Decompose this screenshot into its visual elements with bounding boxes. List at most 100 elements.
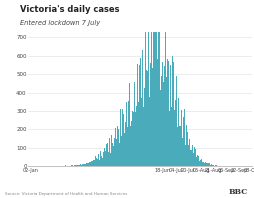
Bar <box>74 165 75 166</box>
Bar <box>146 78 147 166</box>
Bar <box>111 132 112 166</box>
Bar <box>95 156 96 166</box>
Bar <box>185 125 186 166</box>
Bar <box>135 112 136 166</box>
Bar <box>184 138 185 166</box>
Bar <box>120 109 121 166</box>
Bar <box>121 109 122 166</box>
Bar <box>148 97 149 166</box>
Bar <box>163 66 164 166</box>
Bar <box>200 159 201 166</box>
Bar <box>107 151 108 166</box>
Bar <box>150 0 151 166</box>
Bar <box>78 165 79 166</box>
Bar <box>158 5 159 166</box>
Bar <box>138 52 139 166</box>
Bar <box>93 160 94 166</box>
Bar <box>97 160 98 166</box>
Bar <box>80 165 81 166</box>
Bar <box>159 10 160 166</box>
Bar <box>85 163 86 166</box>
Bar <box>140 98 141 166</box>
Bar <box>161 2 162 166</box>
Bar <box>65 165 66 166</box>
Bar <box>119 115 120 166</box>
Bar <box>145 70 146 166</box>
Bar <box>144 88 145 166</box>
Bar <box>131 74 132 166</box>
Bar <box>112 143 113 166</box>
Bar <box>99 151 100 166</box>
Bar <box>156 59 157 166</box>
Bar <box>139 65 140 166</box>
Bar <box>147 71 148 166</box>
Bar <box>149 63 150 166</box>
Bar <box>203 160 204 166</box>
Bar <box>123 133 124 166</box>
Bar <box>190 150 191 166</box>
Bar <box>81 164 82 166</box>
Text: Source: Victoria Department of Health and Human Services: Source: Victoria Department of Health an… <box>5 192 127 196</box>
Bar <box>189 150 190 166</box>
Bar <box>191 145 192 166</box>
Bar <box>117 126 118 166</box>
Bar <box>176 127 177 166</box>
Bar <box>132 111 133 166</box>
Bar <box>172 62 173 166</box>
Bar <box>69 165 70 166</box>
Bar <box>170 107 171 166</box>
Bar <box>87 163 88 166</box>
Bar <box>199 160 200 166</box>
Bar <box>100 154 101 166</box>
Bar <box>192 145 193 166</box>
Bar <box>179 126 180 166</box>
Bar <box>151 16 152 166</box>
Bar <box>114 128 115 166</box>
Bar <box>174 100 175 166</box>
Bar <box>142 41 143 166</box>
Bar <box>133 82 134 166</box>
Bar <box>71 165 72 166</box>
Bar <box>187 145 188 166</box>
Bar <box>205 163 206 166</box>
Bar <box>178 126 179 166</box>
Bar <box>209 165 210 166</box>
Bar <box>197 156 198 166</box>
Bar <box>171 56 172 166</box>
Bar <box>137 102 138 166</box>
Bar <box>152 11 153 166</box>
Bar <box>167 61 168 166</box>
Bar <box>141 50 142 166</box>
Bar <box>195 157 196 166</box>
Bar <box>106 143 107 166</box>
Bar <box>104 156 105 166</box>
Bar <box>188 139 189 166</box>
Bar <box>169 88 170 166</box>
Bar <box>198 161 199 166</box>
Bar <box>125 102 126 166</box>
Bar <box>175 76 176 166</box>
Bar <box>79 165 80 166</box>
Bar <box>105 151 106 166</box>
Bar <box>86 163 87 166</box>
Bar <box>83 164 84 166</box>
Bar <box>153 0 154 166</box>
Bar <box>157 68 158 166</box>
Bar <box>72 165 73 166</box>
Bar <box>91 161 92 166</box>
Text: Entered lockdown 7 July: Entered lockdown 7 July <box>20 20 100 26</box>
Bar <box>128 101 129 166</box>
Bar <box>130 121 131 166</box>
Bar <box>194 149 195 166</box>
Bar <box>103 148 104 166</box>
Bar <box>101 156 102 166</box>
Text: BBC: BBC <box>227 188 246 196</box>
Bar <box>207 165 208 166</box>
Bar <box>208 163 209 166</box>
Bar <box>210 164 211 166</box>
Bar <box>76 165 77 166</box>
Bar <box>94 160 95 166</box>
Bar <box>115 141 116 166</box>
Bar <box>214 165 215 166</box>
Bar <box>193 147 194 166</box>
